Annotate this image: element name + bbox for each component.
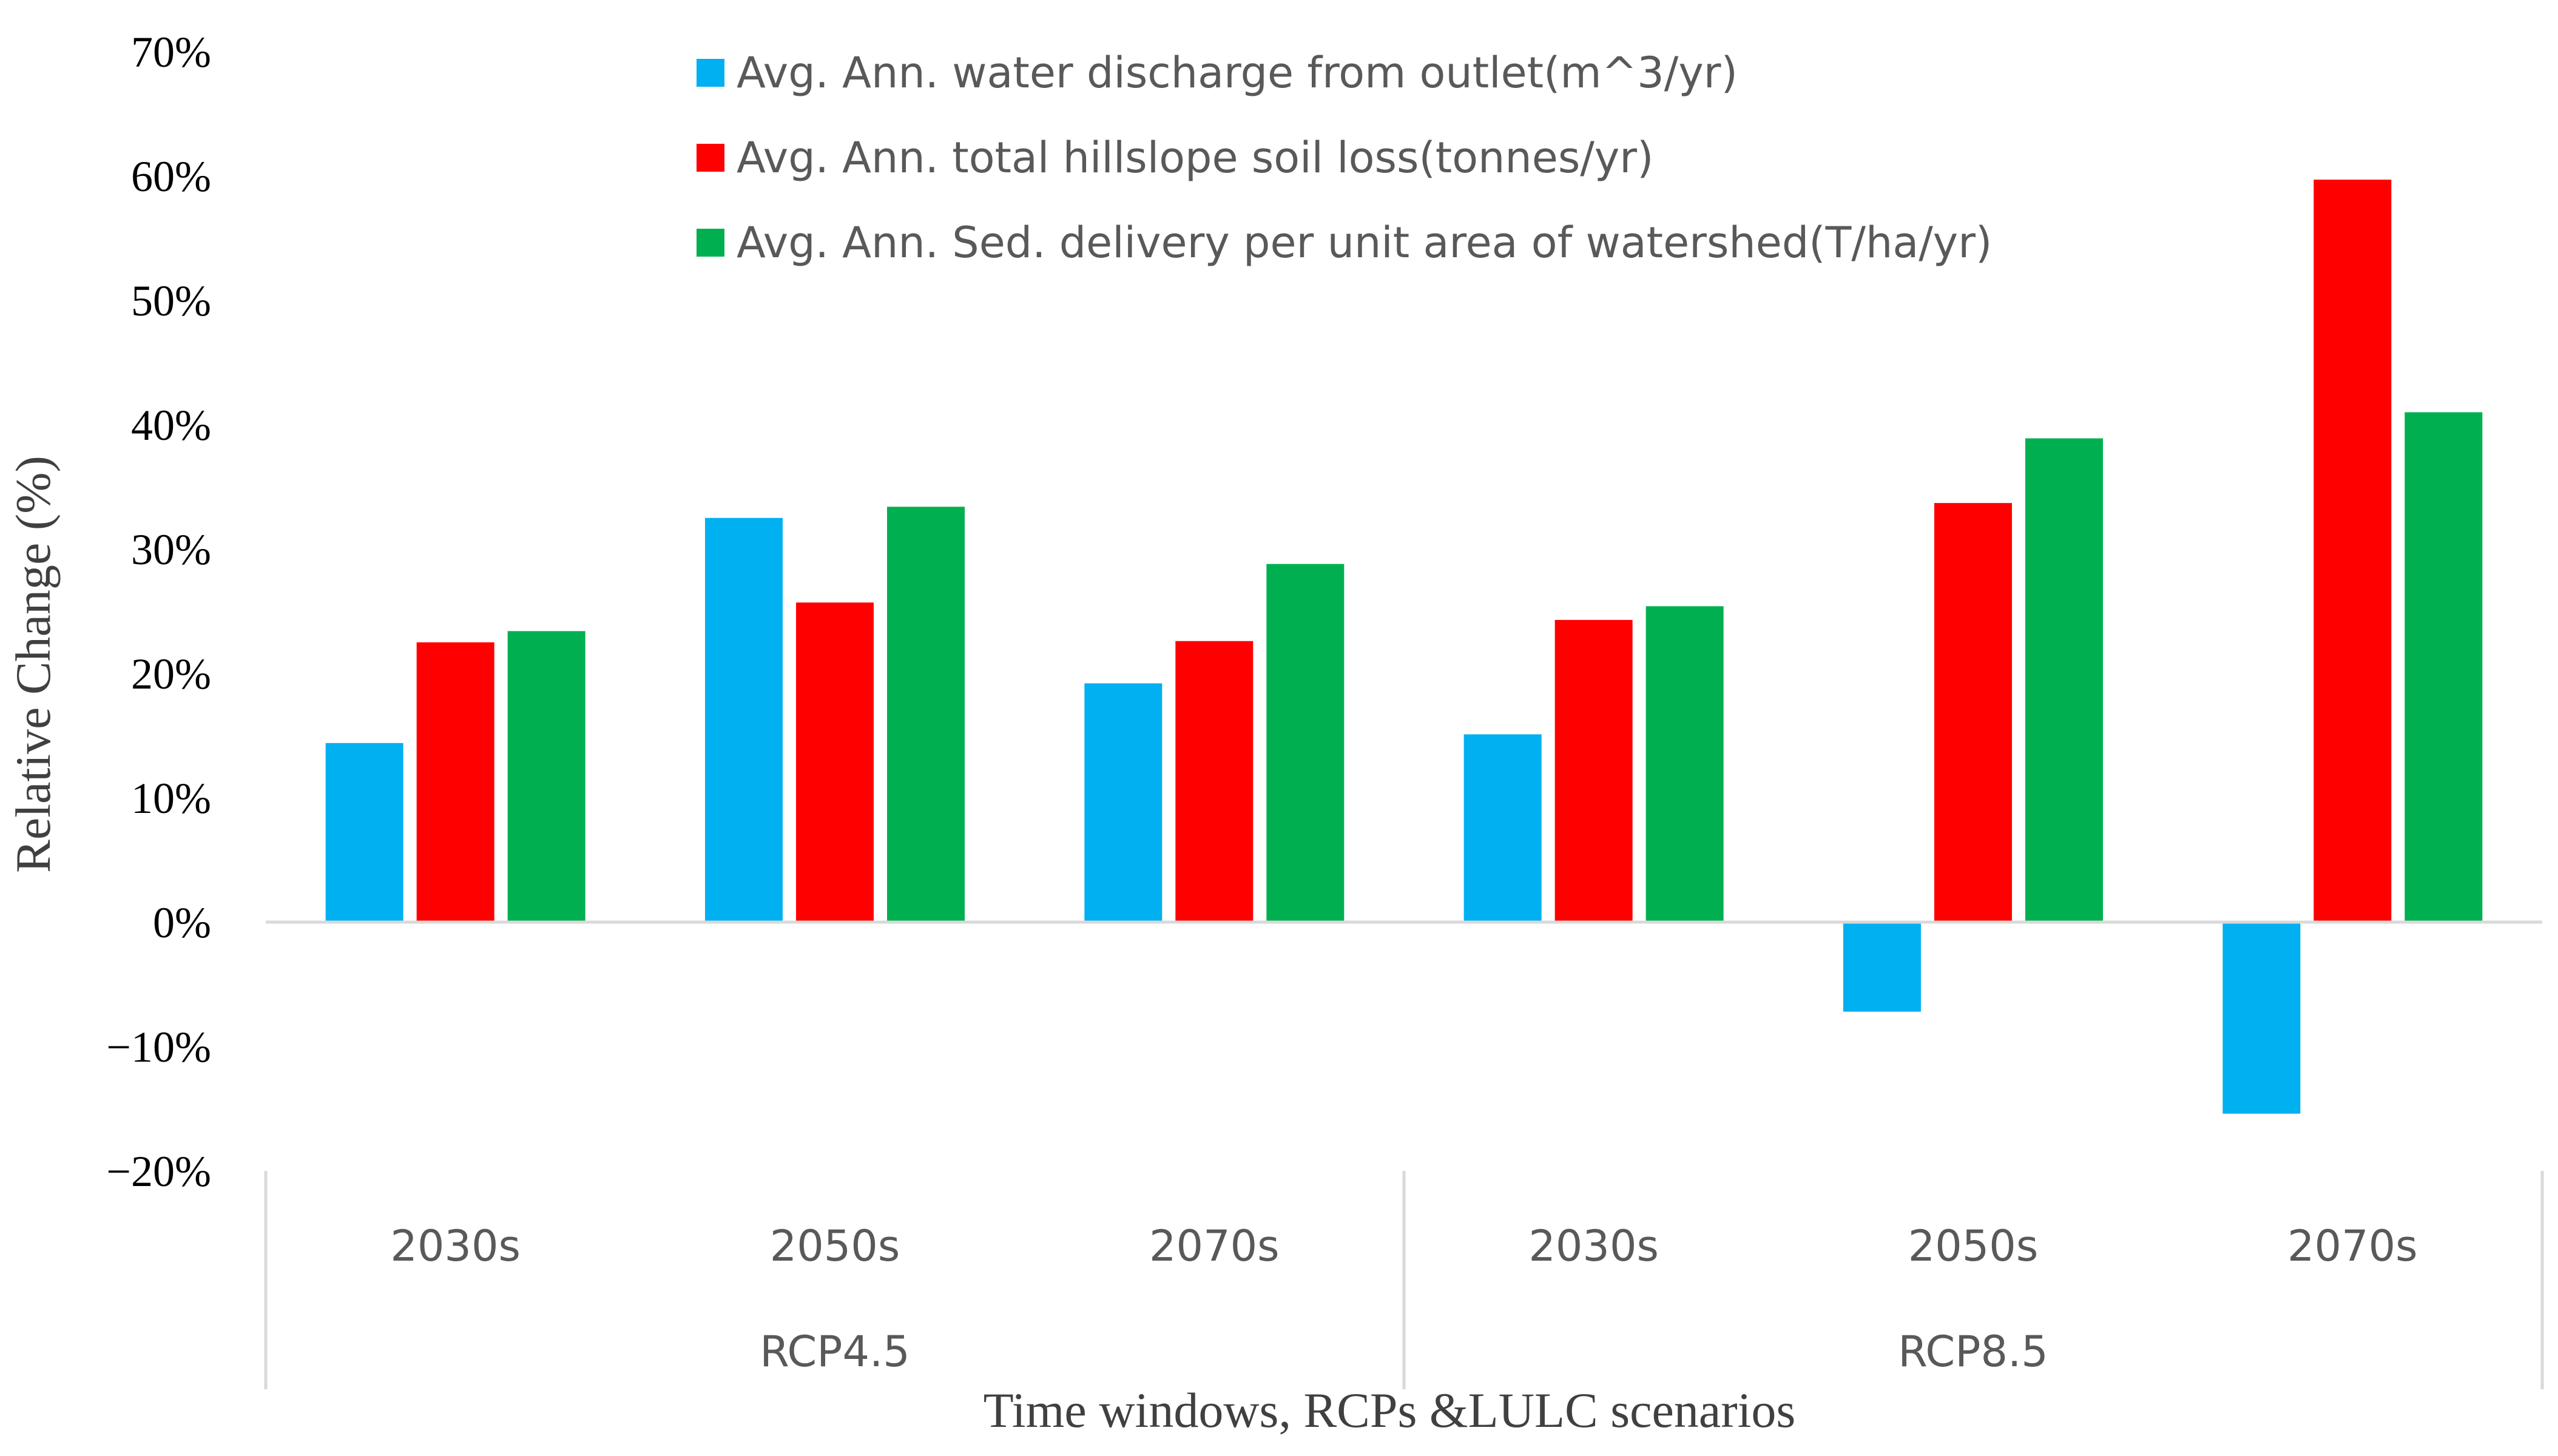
x-category-label: 2070s bbox=[1149, 1221, 1280, 1271]
bar-avg-ann-sed-delivery-per-unit-area-of-watershed-1 bbox=[887, 507, 965, 922]
y-tick-label: −20% bbox=[106, 1147, 211, 1196]
x-axis-title: Time windows, RCPs &LULC scenarios bbox=[984, 1383, 1796, 1438]
bars bbox=[325, 180, 2483, 1114]
y-tick-label: 10% bbox=[131, 774, 211, 823]
bar-avg-ann-water-discharge-from-outlet-0 bbox=[325, 743, 403, 922]
bar-avg-ann-water-discharge-from-outlet-3 bbox=[1463, 734, 1542, 922]
bar-avg-ann-sed-delivery-per-unit-area-of-watershed-0 bbox=[507, 631, 586, 922]
bar-avg-ann-total-hillslope-soil-loss-2 bbox=[1175, 641, 1254, 922]
legend-swatch bbox=[697, 144, 724, 172]
legend-label: Avg. Ann. Sed. delivery per unit area of… bbox=[737, 218, 1992, 268]
y-tick-label: 30% bbox=[131, 525, 211, 574]
y-tick-label: 70% bbox=[131, 28, 211, 76]
bar-avg-ann-total-hillslope-soil-loss-4 bbox=[1934, 503, 2012, 922]
x-category-label: 2030s bbox=[1528, 1221, 1659, 1271]
y-axis-ticks: −20% −10% 0% 10% 20% 30% 40% 50% 60% 70% bbox=[106, 28, 211, 1196]
y-tick-label: 40% bbox=[131, 401, 211, 450]
x-category-label: 2050s bbox=[770, 1221, 900, 1271]
y-tick-label: −10% bbox=[106, 1023, 211, 1071]
legend: Avg. Ann. water discharge from outlet(m^… bbox=[697, 48, 1992, 268]
y-axis-title: Relative Change (%) bbox=[5, 456, 61, 873]
y-tick-label: 0% bbox=[153, 898, 211, 947]
x-category-label: 2030s bbox=[390, 1221, 521, 1271]
bar-avg-ann-total-hillslope-soil-loss-1 bbox=[796, 602, 874, 922]
x-category-label: 2070s bbox=[2287, 1221, 2418, 1271]
x-group-label: RCP4.5 bbox=[760, 1327, 910, 1377]
legend-label: Avg. Ann. total hillslope soil loss(tonn… bbox=[737, 133, 1653, 183]
x-axis: 2030s 2050s 2070s 2030s 2050s 2070s RCP4.5 RCP8… bbox=[264, 1171, 2544, 1389]
bar-avg-ann-water-discharge-from-outlet-5 bbox=[2222, 922, 2301, 1114]
bar-avg-ann-water-discharge-from-outlet-4 bbox=[1843, 922, 1921, 1012]
bar-avg-ann-sed-delivery-per-unit-area-of-watershed-2 bbox=[1266, 564, 1345, 922]
legend-swatch bbox=[697, 59, 724, 87]
bar-avg-ann-water-discharge-from-outlet-2 bbox=[1084, 683, 1163, 922]
bar-avg-ann-sed-delivery-per-unit-area-of-watershed-5 bbox=[2404, 412, 2483, 922]
legend-label: Avg. Ann. water discharge from outlet(m^… bbox=[737, 48, 1738, 98]
bar-avg-ann-total-hillslope-soil-loss-5 bbox=[2313, 180, 2392, 922]
x-category-label: 2050s bbox=[1908, 1221, 2039, 1271]
y-tick-label: 20% bbox=[131, 650, 211, 698]
bar-avg-ann-total-hillslope-soil-loss-0 bbox=[416, 642, 494, 922]
bar-avg-ann-sed-delivery-per-unit-area-of-watershed-4 bbox=[2025, 438, 2103, 922]
legend-swatch bbox=[697, 229, 724, 257]
y-tick-label: 50% bbox=[131, 277, 211, 325]
bar-avg-ann-water-discharge-from-outlet-1 bbox=[705, 517, 783, 922]
bar-avg-ann-sed-delivery-per-unit-area-of-watershed-3 bbox=[1645, 606, 1724, 922]
x-group-label: RCP8.5 bbox=[1898, 1327, 2048, 1377]
y-tick-label: 60% bbox=[131, 152, 211, 201]
bar-avg-ann-total-hillslope-soil-loss-3 bbox=[1554, 619, 1633, 922]
